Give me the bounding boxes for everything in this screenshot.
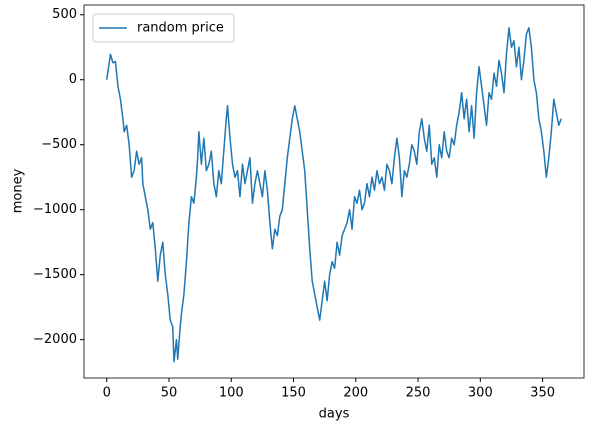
- price-line: [105, 26, 562, 363]
- x-tick-label: 350: [530, 386, 555, 401]
- y-tick-label: 500: [52, 7, 77, 22]
- legend-label: random price: [137, 21, 224, 36]
- x-tick-label: 200: [343, 386, 368, 401]
- x-axis-label: days: [319, 407, 350, 422]
- y-axis-label: money: [11, 168, 26, 213]
- x-tick-label: 300: [468, 386, 493, 401]
- plot-frame: [83, 4, 585, 379]
- x-tick-label: 100: [219, 386, 244, 401]
- y-tick-label: −2000: [33, 332, 77, 347]
- y-tick-label: −1500: [33, 267, 77, 282]
- x-tick-label: 250: [406, 386, 431, 401]
- y-tick-label: −500: [41, 137, 77, 152]
- x-tick-label: 0: [103, 386, 111, 401]
- x-tick-label: 50: [161, 386, 178, 401]
- y-tick-label: −1000: [33, 202, 77, 217]
- legend-box: [92, 13, 235, 43]
- y-tick-label: 0: [69, 72, 77, 87]
- x-tick-label: 150: [281, 386, 306, 401]
